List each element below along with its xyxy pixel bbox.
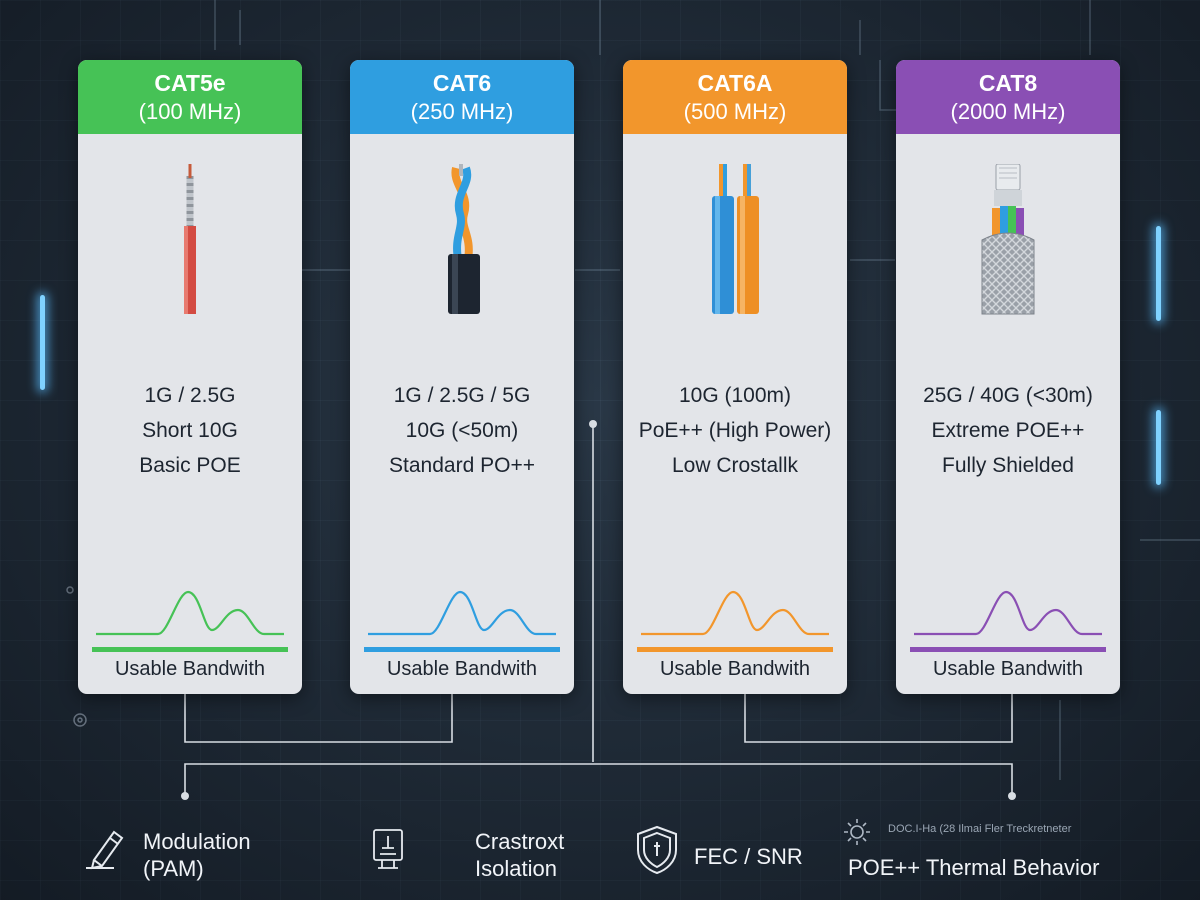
card-header: CAT6 (250 MHz) — [350, 60, 574, 134]
card-cat5e[interactable]: CAT5e (100 MHz) 1G / 2.5G Short 10G Basi… — [78, 60, 302, 694]
feature-item: PoE++ (High Power) — [638, 419, 832, 442]
card-title: CAT5e — [154, 70, 226, 96]
modulation-label: Modulation (PAM) — [143, 828, 251, 882]
card-cat6[interactable]: CAT6 (250 MHz) 1G / 2.5G / 5G 10G (<50m)… — [350, 60, 574, 694]
thermal-note: DOC.I-Ha (28 Ilmai Fler Treckretneter — [888, 823, 1072, 835]
shielded-braided-cable-icon — [981, 164, 1035, 315]
card-subtitle: (2000 MHz) — [950, 99, 1066, 124]
card-subtitle: (100 MHz) — [138, 99, 242, 124]
usable-bandwidth-label: Usable Bandwith — [932, 658, 1084, 680]
modulation-line1: Modulation — [143, 829, 251, 854]
usable-bandwidth-bar — [364, 647, 560, 652]
card-subtitle: (250 MHz) — [410, 99, 514, 124]
feature-item: Basic POE — [139, 454, 241, 477]
glow-bar-left — [40, 295, 45, 390]
card-title: CAT8 — [978, 70, 1038, 96]
bandwidth-wave — [914, 590, 1102, 636]
feature-item: Short 10G — [142, 419, 238, 442]
document-stamp-icon — [373, 829, 403, 869]
feature-item: 10G (100m) — [678, 384, 792, 407]
isolation-line2: Isolation — [475, 856, 557, 881]
card-header: CAT8 (2000 MHz) — [896, 60, 1120, 134]
fec-snr-label: FEC / SNR — [694, 844, 803, 869]
isolation-line1: Crastroxt — [475, 829, 565, 854]
card-title: CAT6A — [697, 70, 773, 96]
modulation-line2: (PAM) — [143, 856, 204, 881]
dual-pair-cable-icon — [712, 164, 759, 314]
usable-bandwidth-bar — [910, 647, 1106, 652]
bandwidth-wave — [641, 590, 829, 636]
twisted-pair-cable-icon — [448, 164, 480, 314]
feature-list: 25G / 40G (<30m) Extreme POE++ Fully Shi… — [896, 378, 1120, 483]
single-red-wire-icon — [184, 164, 196, 314]
gear-icon — [844, 819, 870, 845]
feature-item: 1G / 2.5G / 5G — [393, 384, 531, 407]
bandwidth-wave — [368, 590, 556, 636]
feature-item: Standard PO++ — [389, 454, 535, 477]
glow-bar-right-bottom — [1156, 410, 1161, 485]
pen-writing-icon — [86, 830, 124, 870]
card-cat8[interactable]: CAT8 (2000 MHz) 25G / 40G (<30m) Extreme… — [896, 60, 1120, 694]
usable-bandwidth-label: Usable Bandwith — [659, 658, 811, 680]
card-header: CAT6A (500 MHz) — [623, 60, 847, 134]
card-title: CAT6 — [432, 70, 492, 96]
feature-item: Low Crostallk — [671, 454, 799, 477]
feature-list: 10G (100m) PoE++ (High Power) Low Crosta… — [623, 378, 847, 483]
glow-bar-right-top — [1156, 226, 1161, 321]
card-header: CAT5e (100 MHz) — [78, 60, 302, 134]
isolation-label: Crastroxt Isolation — [475, 828, 564, 882]
feature-item: 10G (<50m) — [405, 419, 519, 442]
feature-item: 1G / 2.5G — [144, 384, 236, 407]
usable-bandwidth-bar — [637, 647, 833, 652]
shield-icon — [637, 825, 677, 875]
usable-bandwidth-label: Usable Bandwith — [114, 658, 266, 680]
feature-item: 25G / 40G (<30m) — [923, 384, 1093, 407]
feature-list: 1G / 2.5G Short 10G Basic POE — [78, 378, 302, 483]
usable-bandwidth-bar — [92, 647, 288, 652]
feature-list: 1G / 2.5G / 5G 10G (<50m) Standard PO++ — [350, 378, 574, 483]
thermal-behavior-label: POE++ Thermal Behavior — [848, 855, 1100, 880]
usable-bandwidth-label: Usable Bandwith — [386, 658, 538, 680]
card-subtitle: (500 MHz) — [683, 99, 787, 124]
feature-item: Extreme POE++ — [931, 419, 1085, 442]
feature-item: Fully Shielded — [942, 454, 1074, 477]
bandwidth-wave — [96, 590, 284, 636]
card-cat6a[interactable]: CAT6A (500 MHz) 10G (100m) PoE++ (High P… — [623, 60, 847, 694]
